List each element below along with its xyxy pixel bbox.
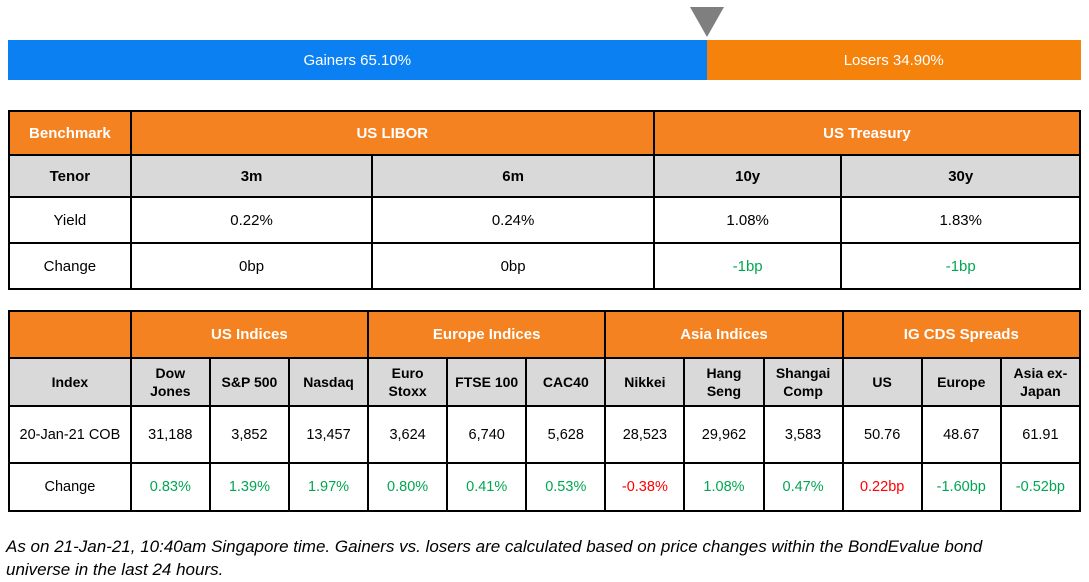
cob-ftse100: 6,740	[446, 405, 528, 464]
yield-3m: 0.22%	[129, 196, 374, 244]
tenor-6m: 6m	[371, 154, 655, 198]
pointer-triangle-icon	[689, 7, 724, 37]
chg-sp500: 1.39%	[208, 462, 290, 512]
index-names-row: Index Dow Jones S&P 500 Nasdaq Euro Stox…	[8, 357, 1082, 407]
col-hang-seng: Hang Seng	[683, 357, 765, 407]
footnote-text: As on 21-Jan-21, 10:40am Singapore time.…	[6, 537, 983, 579]
benchmark-change-label: Change	[8, 242, 132, 290]
col-cds-asia-ex-japan: Asia ex- Japan	[999, 357, 1082, 407]
chg-euro-stoxx: 0.80%	[367, 462, 449, 512]
change-6m: 0bp	[371, 242, 655, 290]
change-3m: 0bp	[129, 242, 374, 290]
benchmark-table: Benchmark US LIBOR US Treasury Tenor 3m …	[8, 110, 1082, 290]
chg-cds-europe: -1.60bp	[920, 462, 1002, 512]
yield-row: Yield 0.22% 0.24% 1.08% 1.83%	[8, 196, 1081, 244]
col-cac40: CAC40	[525, 357, 607, 407]
col-euro-stoxx: Euro Stoxx	[367, 357, 449, 407]
yield-6m: 0.24%	[371, 196, 655, 244]
ig-cds-spreads-group-header: IG CDS Spreads	[841, 310, 1082, 359]
col-dow-jones: Dow Jones	[129, 357, 211, 407]
indices-change-label: Change	[8, 462, 132, 512]
cob-euro-stoxx: 3,624	[367, 405, 449, 464]
chg-cac40: 0.53%	[525, 462, 607, 512]
yield-10y: 1.08%	[652, 196, 843, 244]
benchmark-header-cell: Benchmark	[8, 110, 132, 156]
cob-dow-jones: 31,188	[129, 405, 211, 464]
col-nasdaq: Nasdaq	[287, 357, 370, 407]
cob-label: 20-Jan-21 COB	[8, 405, 132, 464]
indices-change-row: Change 0.83% 1.39% 1.97% 0.80% 0.41% 0.5…	[8, 462, 1082, 512]
chg-cds-us: 0.22bp	[841, 462, 923, 512]
col-sp500: S&P 500	[208, 357, 290, 407]
cob-cds-us: 50.76	[841, 405, 923, 464]
col-cds-europe: Europe	[920, 357, 1002, 407]
us-indices-group-header: US Indices	[129, 310, 370, 359]
chg-dow-jones: 0.83%	[129, 462, 211, 512]
losers-segment: Losers 34.90%	[706, 40, 1081, 80]
change-30y: -1bp	[840, 242, 1081, 290]
chg-ftse100: 0.41%	[446, 462, 528, 512]
cob-sp500: 3,852	[208, 405, 290, 464]
indices-header-empty-cell	[8, 310, 132, 359]
tenor-3m: 3m	[129, 154, 374, 198]
gainers-label: Gainers 65.10%	[303, 51, 412, 69]
yield-30y: 1.83%	[840, 196, 1081, 244]
cob-cac40: 5,628	[525, 405, 607, 464]
change-10y: -1bp	[652, 242, 843, 290]
chg-cds-asia-ex-japan: -0.52bp	[999, 462, 1082, 512]
indices-group-header-row: US Indices Europe Indices Asia Indices I…	[8, 310, 1082, 359]
tenor-30y: 30y	[840, 154, 1081, 198]
col-cds-us: US	[841, 357, 923, 407]
indices-table: US Indices Europe Indices Asia Indices I…	[8, 310, 1082, 512]
cob-shangai-comp: 3,583	[762, 405, 844, 464]
cob-cds-europe: 48.67	[920, 405, 1002, 464]
europe-indices-group-header: Europe Indices	[367, 310, 607, 359]
benchmark-header-row: Benchmark US LIBOR US Treasury	[8, 110, 1082, 156]
gainers-segment: Gainers 65.10%	[8, 40, 707, 80]
gainers-losers-bar: Gainers 65.10% Losers 34.90%	[8, 40, 1081, 80]
benchmark-change-row: Change 0bp 0bp -1bp -1bp	[8, 242, 1081, 290]
us-treasury-group-header: US Treasury	[652, 110, 1082, 156]
us-libor-group-header: US LIBOR	[129, 110, 655, 156]
col-ftse100: FTSE 100	[446, 357, 528, 407]
cob-cds-asia-ex-japan: 61.91	[999, 405, 1082, 464]
col-nikkei: Nikkei	[604, 357, 686, 407]
chg-hang-seng: 1.08%	[683, 462, 765, 512]
chg-shangai-comp: 0.47%	[762, 462, 844, 512]
chg-nikkei: -0.38%	[604, 462, 686, 512]
cob-hang-seng: 29,962	[683, 405, 765, 464]
asia-indices-group-header: Asia Indices	[604, 310, 844, 359]
gainers-losers-chart: Gainers 65.10% Losers 34.90%	[8, 0, 1081, 80]
chg-nasdaq: 1.97%	[287, 462, 370, 512]
index-label: Index	[8, 357, 132, 407]
losers-label: Losers 34.90%	[843, 51, 944, 69]
tenor-10y: 10y	[652, 154, 843, 198]
cob-nasdaq: 13,457	[287, 405, 370, 464]
cob-values-row: 20-Jan-21 COB 31,188 3,852 13,457 3,624 …	[8, 405, 1082, 464]
tenor-row: Tenor 3m 6m 10y 30y	[8, 154, 1081, 198]
yield-label: Yield	[8, 196, 132, 244]
tenor-label: Tenor	[8, 154, 132, 198]
col-shangai-comp: Shangai Comp	[762, 357, 844, 407]
cob-nikkei: 28,523	[604, 405, 686, 464]
